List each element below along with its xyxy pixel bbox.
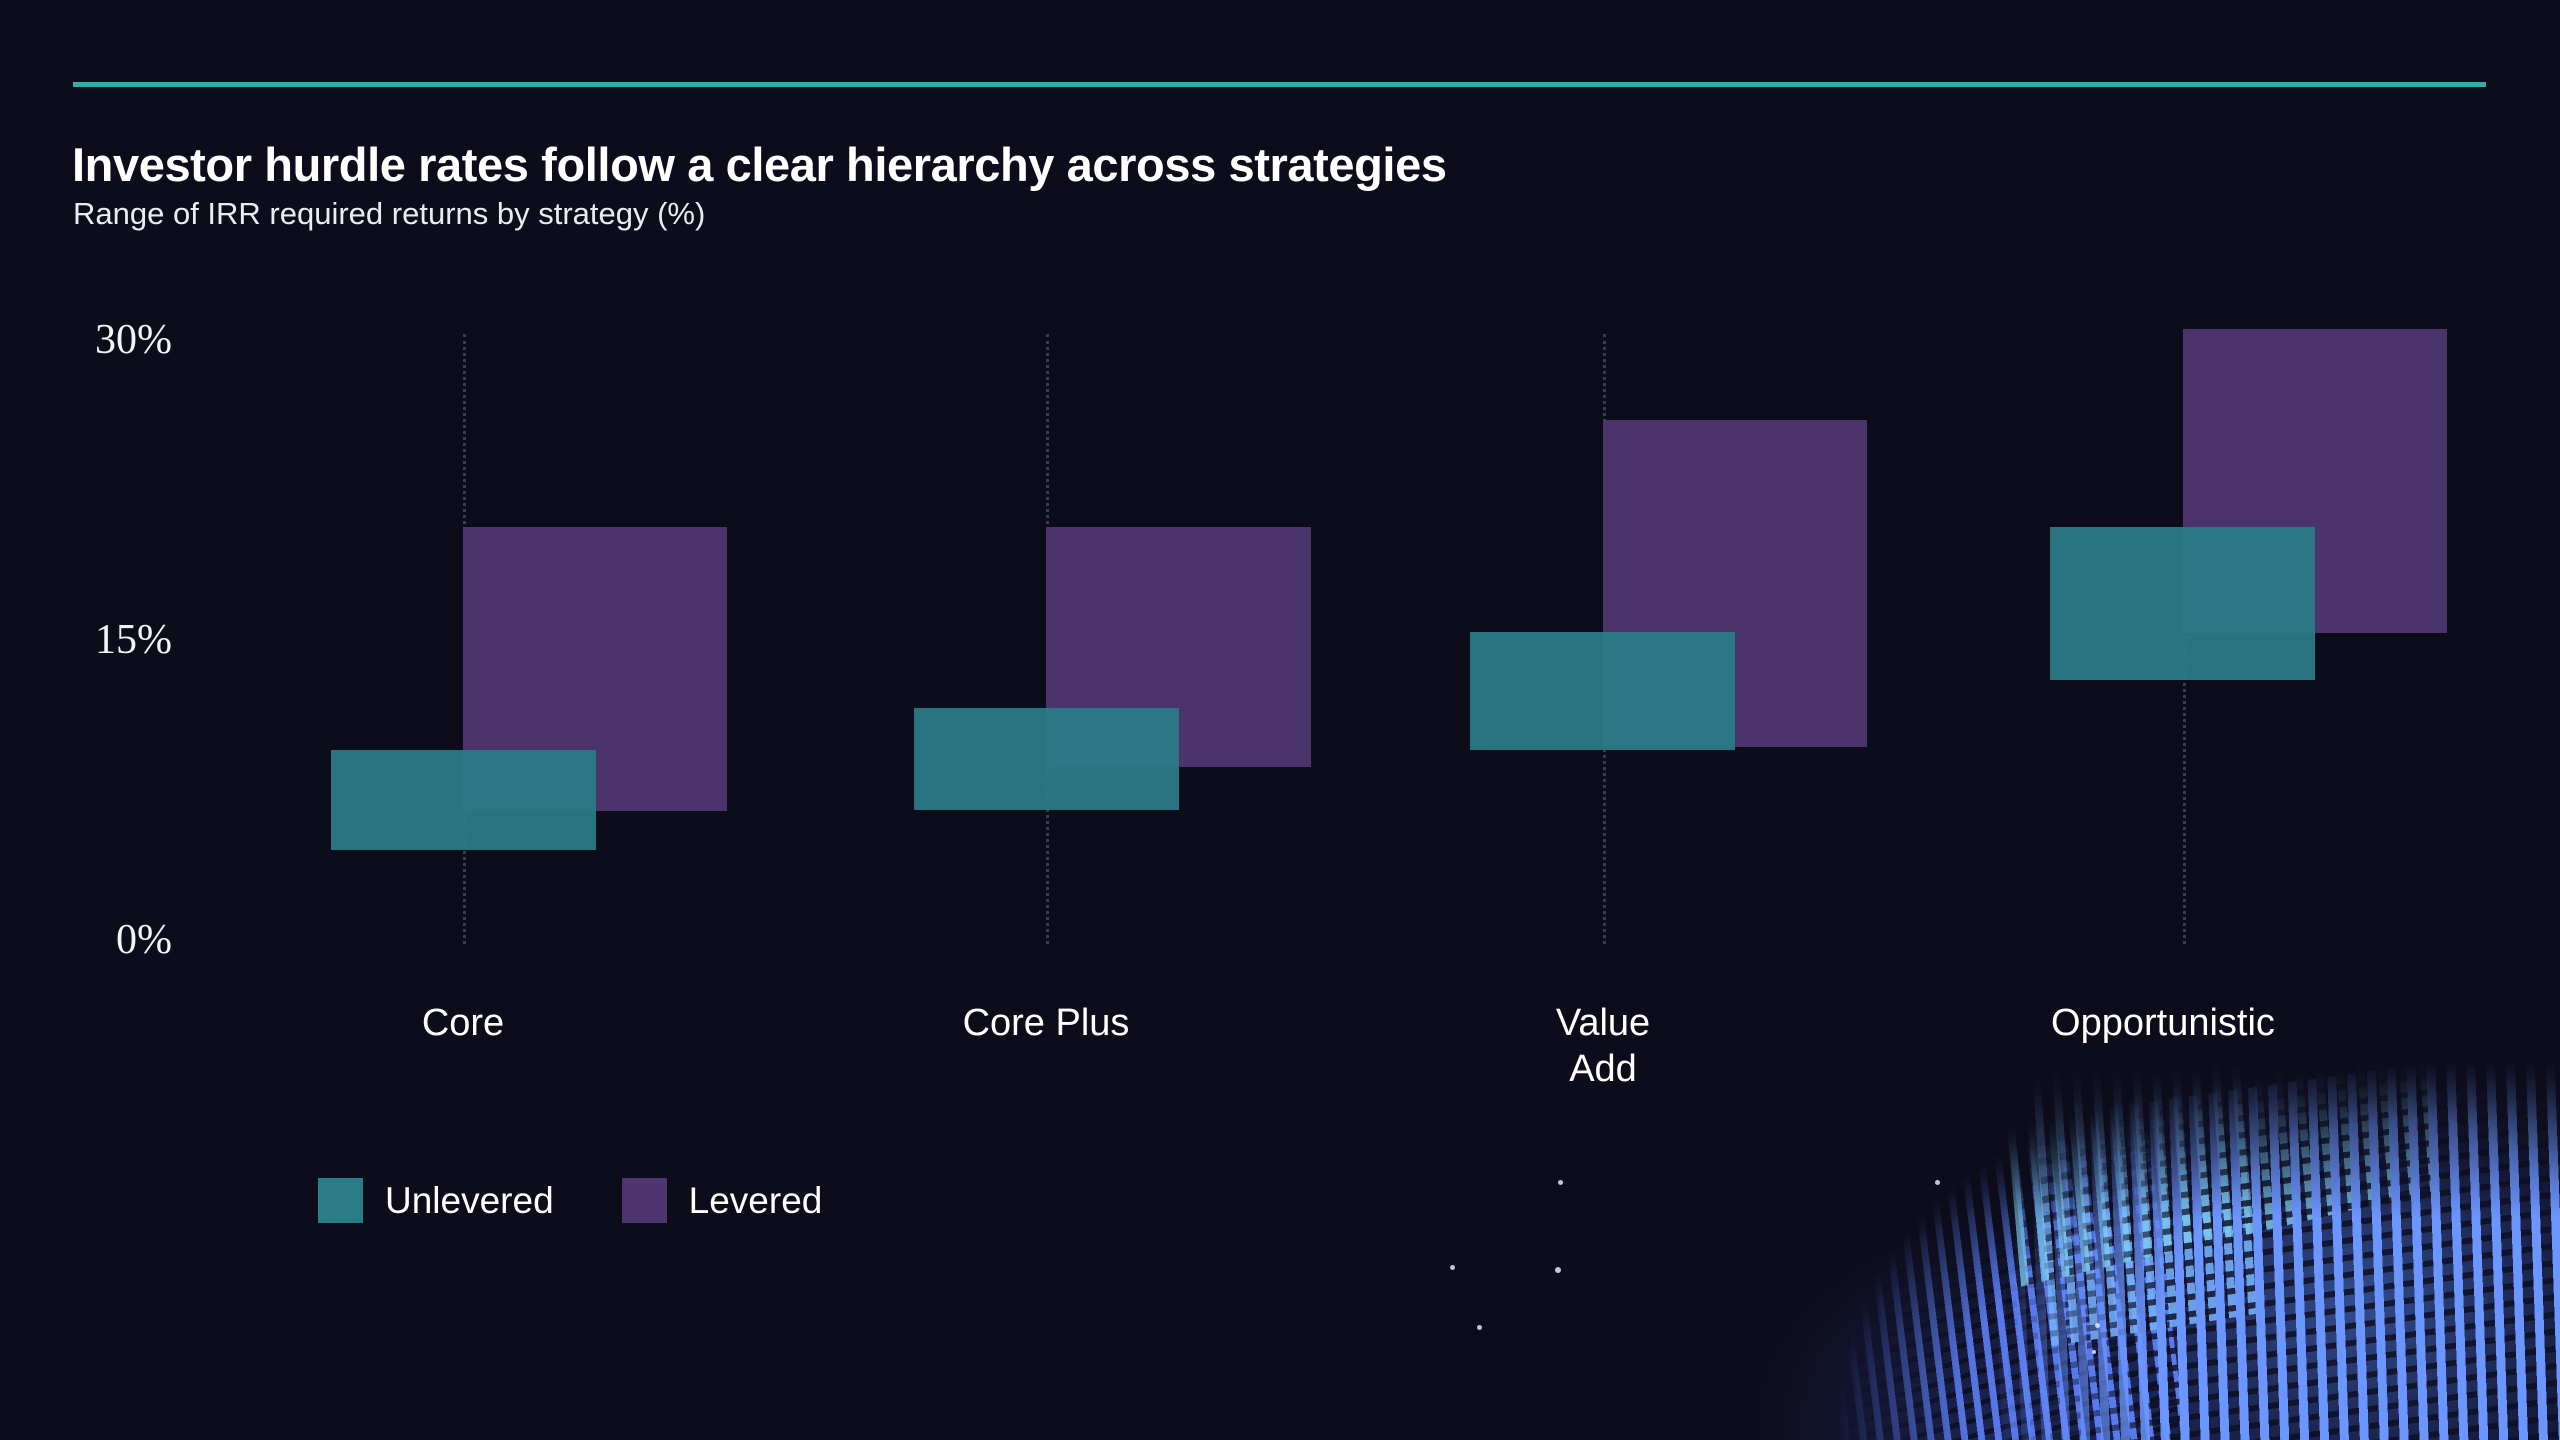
chart-legend: Unlevered Levered (318, 1178, 822, 1223)
legend-item-unlevered[interactable]: Unlevered (318, 1178, 554, 1223)
levered-swatch-icon (621, 1178, 667, 1223)
ytick-label-30: 30% (95, 317, 172, 363)
bar-unlevered-opportunistic (2050, 527, 2315, 680)
accent-rule (73, 82, 2486, 87)
page-subtitle: Range of IRR required returns by strateg… (73, 196, 706, 231)
ytick-label-0: 0% (116, 917, 172, 963)
legend-label-levered: Levered (688, 1179, 823, 1221)
bar-unlevered-core-plus (914, 708, 1179, 810)
xtick-label-opportunistic: Opportunistic (2051, 1002, 2275, 1044)
unlevered-swatch-icon (318, 1178, 363, 1223)
bar-unlevered-value-add (1470, 632, 1735, 750)
xtick-label-core-plus: Core Plus (962, 1002, 1130, 1044)
legend-label-unlevered: Unlevered (385, 1179, 554, 1221)
bar-unlevered-core (331, 750, 596, 850)
xtick-label-core: Core (421, 1002, 505, 1044)
page-title: Investor hurdle rates follow a clear hie… (72, 138, 1447, 192)
xtick-label-value-add: Value Add (1555, 1002, 1651, 1091)
ytick-label-15: 15% (95, 617, 172, 663)
legend-item-levered[interactable]: Levered (621, 1178, 823, 1223)
